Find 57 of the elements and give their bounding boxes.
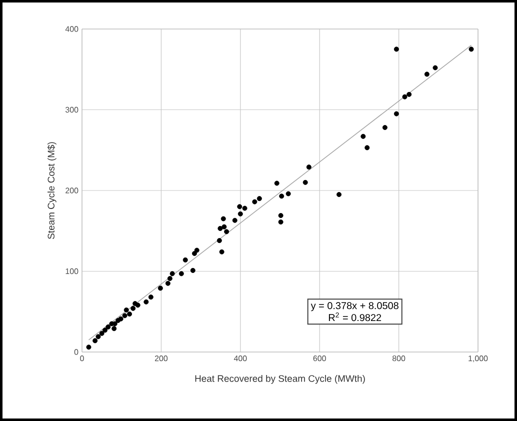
point	[274, 180, 280, 186]
point	[232, 218, 238, 223]
point	[102, 328, 108, 333]
y-axis-title: Steam Cycle Cost (M$)	[47, 142, 56, 239]
point	[402, 94, 408, 100]
point	[278, 213, 284, 218]
point	[124, 308, 129, 312]
point	[144, 299, 149, 304]
point	[86, 344, 92, 350]
point	[135, 302, 140, 308]
point	[302, 180, 308, 185]
point	[336, 192, 342, 198]
point	[238, 211, 243, 216]
point	[237, 204, 242, 210]
point	[224, 229, 230, 234]
point	[278, 220, 284, 224]
point	[99, 330, 104, 336]
point	[127, 312, 132, 317]
point	[118, 316, 124, 322]
point	[194, 248, 200, 253]
point	[406, 92, 412, 97]
point	[432, 65, 438, 70]
point	[122, 313, 128, 318]
point	[96, 334, 101, 340]
point	[92, 338, 98, 344]
point	[286, 191, 291, 196]
point	[360, 134, 366, 139]
point	[216, 238, 222, 244]
point	[220, 216, 226, 222]
point	[112, 326, 117, 332]
point	[190, 268, 196, 273]
point	[382, 125, 388, 130]
point	[252, 199, 258, 204]
point	[167, 276, 172, 282]
point	[242, 206, 248, 211]
point	[158, 286, 163, 291]
point	[165, 280, 170, 286]
point	[178, 271, 184, 276]
point	[182, 257, 188, 262]
point	[130, 306, 136, 311]
point	[306, 164, 312, 170]
point	[364, 145, 370, 150]
point	[279, 194, 284, 199]
x-axis-title: Heat Recovered by Steam Cycle (MWth)	[195, 374, 365, 384]
point	[170, 271, 175, 276]
point	[219, 249, 224, 254]
point	[218, 226, 223, 231]
point	[148, 294, 154, 300]
annotation: y = 0.378x + 8.0508	[310, 302, 398, 312]
point	[256, 196, 262, 202]
annotation: R$^{2}$ = 0.9822	[328, 312, 382, 322]
point	[424, 72, 430, 77]
point	[394, 46, 399, 52]
point	[468, 46, 474, 52]
point	[222, 224, 227, 230]
point	[106, 324, 111, 330]
point	[394, 111, 399, 116]
